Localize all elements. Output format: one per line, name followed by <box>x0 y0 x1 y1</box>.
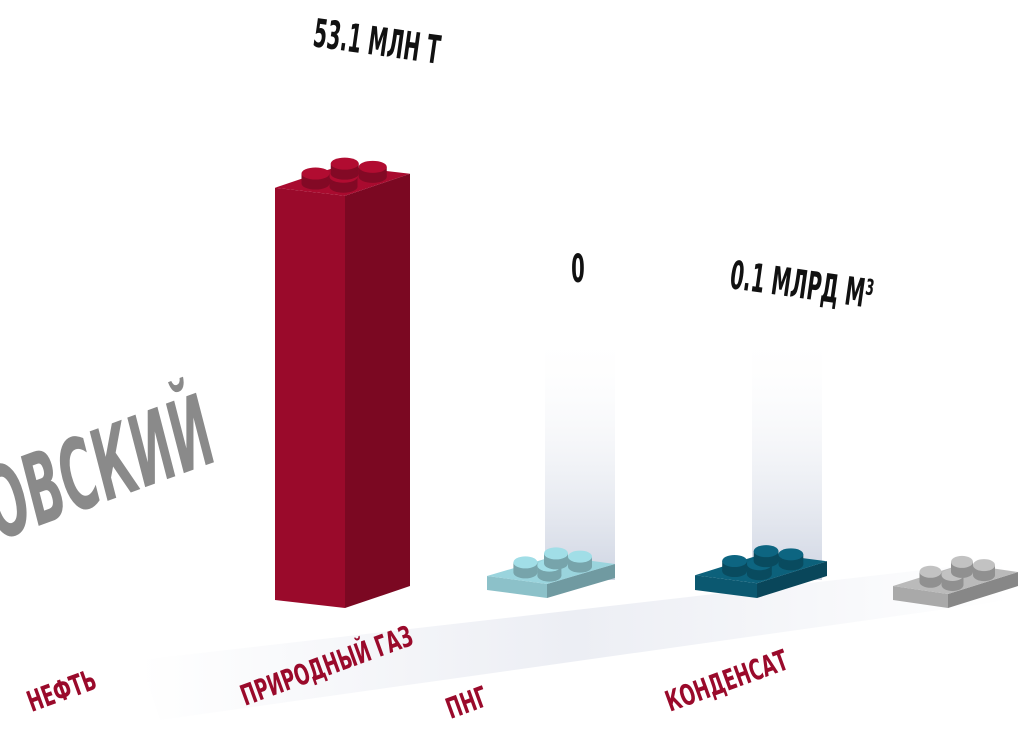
stud-bottom <box>537 569 562 582</box>
stud-bottom <box>330 167 359 180</box>
x-tick-label: ПНГ <box>441 680 492 726</box>
light-shaft <box>545 330 615 580</box>
brick-front <box>275 187 345 608</box>
stud-top <box>358 160 387 173</box>
stud-bottom <box>747 568 772 581</box>
value-label: 53.1 МЛН Т <box>310 11 443 74</box>
stud-top <box>919 565 942 578</box>
value-label: 0.1 МЛРД М³ <box>727 253 876 318</box>
brick-side <box>345 173 410 608</box>
stud-bottom <box>973 569 995 582</box>
stud-top <box>544 547 568 560</box>
brick-front <box>695 575 757 598</box>
chart-title: ОВСКИЙ <box>0 373 230 563</box>
stud-top <box>753 545 779 558</box>
brick <box>893 555 1018 608</box>
stud-bottom <box>951 565 973 578</box>
stud-top <box>778 548 804 561</box>
stud-top <box>973 559 995 572</box>
brick <box>487 547 615 598</box>
stud-bottom <box>778 558 804 571</box>
brick-front <box>487 576 547 598</box>
x-tick-label: НЕФТЬ <box>23 663 101 719</box>
stud-bottom <box>358 170 387 183</box>
stud-top <box>951 555 973 568</box>
stud-bottom <box>753 555 779 568</box>
stud-bottom <box>722 565 747 578</box>
stud-top <box>722 555 747 568</box>
brick-side <box>547 564 615 598</box>
brick-side <box>948 572 1018 608</box>
brick <box>695 545 827 598</box>
light-shaft <box>752 330 822 580</box>
stud-top <box>330 157 359 170</box>
floor <box>140 560 1010 720</box>
stud-bottom <box>568 560 592 573</box>
stud-top <box>513 556 538 569</box>
stud-bottom <box>941 579 964 591</box>
value-label: 0 <box>571 247 585 293</box>
stud-bottom <box>513 566 538 579</box>
stud-bottom <box>544 557 568 570</box>
brick-front <box>893 586 948 608</box>
stud-bottom <box>301 177 330 190</box>
x-tick-label: КОНДЕНСАТ <box>661 643 793 718</box>
stud-top <box>568 550 592 563</box>
brick-side <box>757 561 827 598</box>
stud-bottom <box>329 180 358 193</box>
stud-top <box>301 167 330 180</box>
stud-bottom <box>919 575 942 588</box>
brick <box>275 157 410 608</box>
